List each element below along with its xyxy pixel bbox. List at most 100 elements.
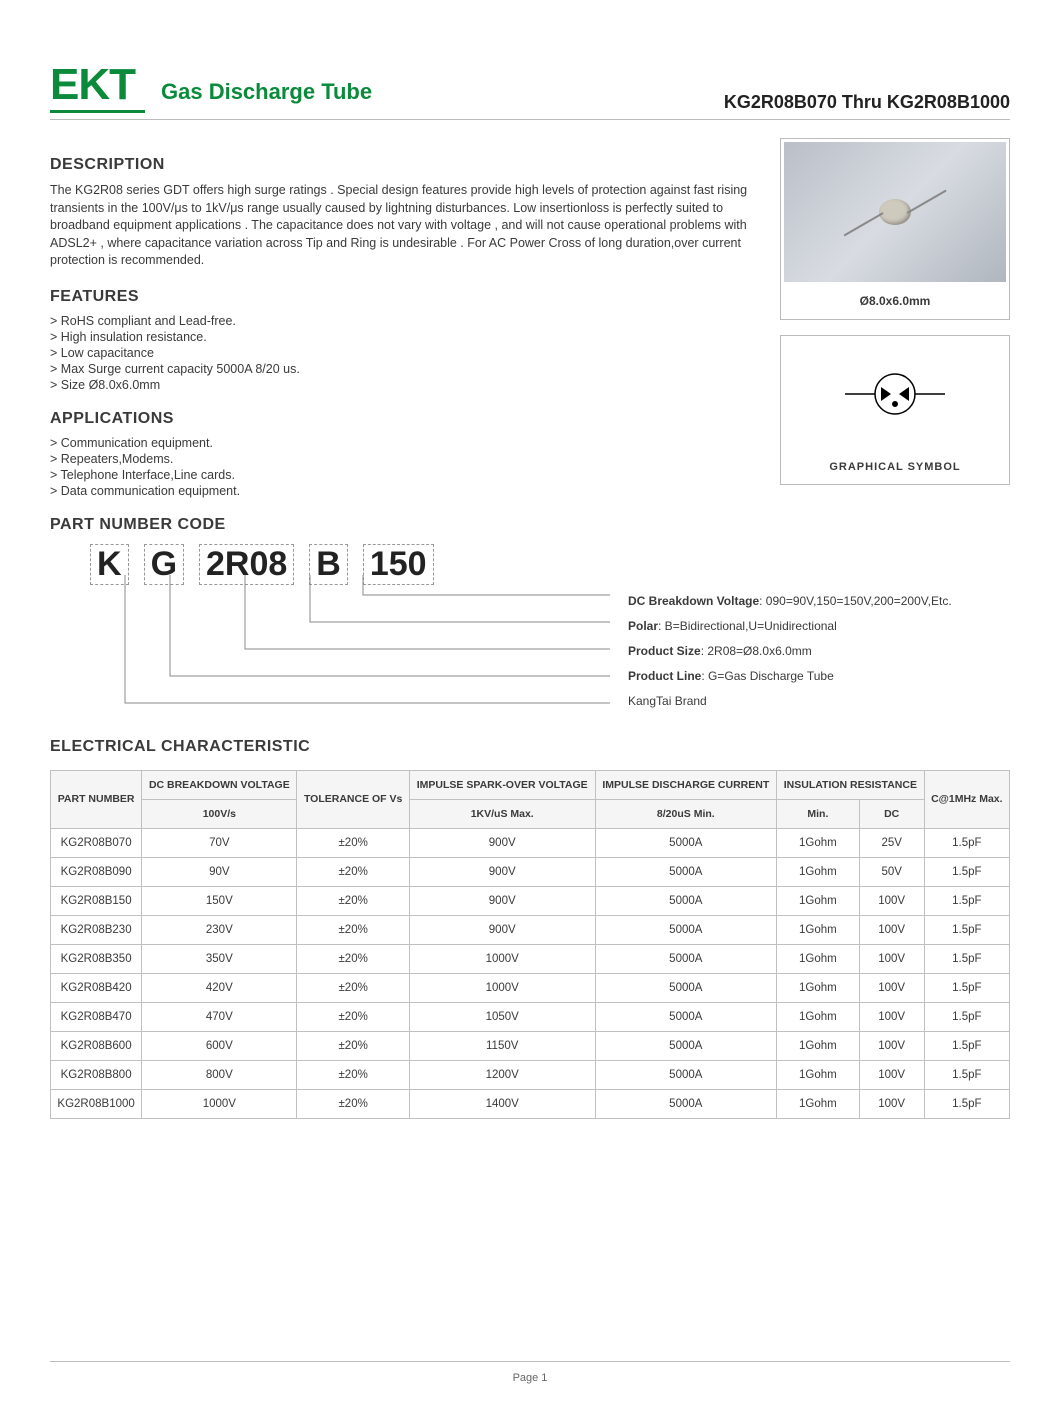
features-list: RoHS compliant and Lead-free. High insul… <box>50 314 758 392</box>
table-cell: ±20% <box>297 1002 409 1031</box>
table-cell: 100V <box>859 944 924 973</box>
table-cell: 1.5pF <box>924 857 1009 886</box>
table-cell: 5000A <box>595 886 777 915</box>
gdt-symbol-icon <box>845 369 945 419</box>
part-range: KG2R08B070 Thru KG2R08B1000 <box>724 92 1010 113</box>
electrical-table: PART NUMBER DC BREAKDOWN VOLTAGE TOLERAN… <box>50 770 1010 1119</box>
th: TOLERANCE OF Vs <box>297 770 409 828</box>
table-cell: 1050V <box>409 1002 595 1031</box>
list-item: Max Surge current capacity 5000A 8/20 us… <box>50 362 758 376</box>
table-row: KG2R08B10001000V±20%1400V5000A1Gohm100V1… <box>51 1089 1010 1118</box>
table-cell: 5000A <box>595 944 777 973</box>
table-cell: KG2R08B600 <box>51 1031 142 1060</box>
table-cell: 5000A <box>595 915 777 944</box>
table-cell: 1.5pF <box>924 1089 1009 1118</box>
table-cell: 1.5pF <box>924 915 1009 944</box>
description-text: The KG2R08 series GDT offers high surge … <box>50 182 758 270</box>
table-cell: 1150V <box>409 1031 595 1060</box>
table-cell: 900V <box>409 915 595 944</box>
th: Min. <box>777 799 860 828</box>
th: DC <box>859 799 924 828</box>
table-row: KG2R08B09090V±20%900V5000A1Gohm50V1.5pF <box>51 857 1010 886</box>
table-cell: ±20% <box>297 1089 409 1118</box>
list-item: Size Ø8.0x6.0mm <box>50 378 758 392</box>
table-cell: 1200V <box>409 1060 595 1089</box>
partcode-heading: PART NUMBER CODE <box>50 516 758 534</box>
table-cell: ±20% <box>297 1031 409 1060</box>
table-cell: KG2R08B090 <box>51 857 142 886</box>
connector-lines-icon <box>50 575 1010 735</box>
logo-title: EKT Gas Discharge Tube <box>50 60 372 113</box>
table-cell: 100V <box>859 1089 924 1118</box>
th: 100V/s <box>142 799 297 828</box>
table-cell: 1000V <box>142 1089 297 1118</box>
table-cell: 900V <box>409 857 595 886</box>
list-item: Communication equipment. <box>50 436 758 450</box>
th: 1KV/uS Max. <box>409 799 595 828</box>
table-cell: KG2R08B420 <box>51 973 142 1002</box>
table-cell: 230V <box>142 915 297 944</box>
applications-list: Communication equipment. Repeaters,Modem… <box>50 436 758 498</box>
gdt-component-icon <box>879 199 911 225</box>
brand-logo: EKT <box>50 60 145 113</box>
table-cell: 900V <box>409 828 595 857</box>
list-item: RoHS compliant and Lead-free. <box>50 314 758 328</box>
table-row: KG2R08B800800V±20%1200V5000A1Gohm100V1.5… <box>51 1060 1010 1089</box>
th: C@1MHz Max. <box>924 770 1009 828</box>
table-cell: 900V <box>409 886 595 915</box>
table-cell: 100V <box>859 1002 924 1031</box>
th: IMPULSE SPARK-OVER VOLTAGE <box>409 770 595 799</box>
table-cell: 350V <box>142 944 297 973</box>
features-heading: FEATURES <box>50 288 758 306</box>
symbol-image <box>784 339 1006 449</box>
table-cell: 1Gohm <box>777 1089 860 1118</box>
table-cell: ±20% <box>297 857 409 886</box>
table-cell: ±20% <box>297 973 409 1002</box>
table-cell: KG2R08B350 <box>51 944 142 973</box>
partcode-connectors: DC Breakdown Voltage: 090=90V,150=150V,2… <box>50 585 1010 708</box>
table-cell: 5000A <box>595 828 777 857</box>
table-cell: 1.5pF <box>924 1060 1009 1089</box>
table-cell: 1Gohm <box>777 857 860 886</box>
list-item: High insulation resistance. <box>50 330 758 344</box>
table-cell: 1Gohm <box>777 828 860 857</box>
table-cell: 600V <box>142 1031 297 1060</box>
table-cell: 25V <box>859 828 924 857</box>
table-cell: 100V <box>859 915 924 944</box>
table-cell: 5000A <box>595 1002 777 1031</box>
table-cell: 5000A <box>595 1060 777 1089</box>
dimension-label: Ø8.0x6.0mm <box>784 282 1006 316</box>
elec-heading: ELECTRICAL CHARACTERISTIC <box>50 738 1010 756</box>
table-cell: 1Gohm <box>777 944 860 973</box>
table-cell: 1.5pF <box>924 1002 1009 1031</box>
product-name: Gas Discharge Tube <box>161 79 372 105</box>
table-cell: 1.5pF <box>924 973 1009 1002</box>
table-cell: 800V <box>142 1060 297 1089</box>
table-cell: 1400V <box>409 1089 595 1118</box>
page-footer: Page 1 <box>50 1361 1010 1384</box>
table-cell: 1.5pF <box>924 886 1009 915</box>
table-cell: 100V <box>859 973 924 1002</box>
table-cell: 100V <box>859 1031 924 1060</box>
table-cell: 5000A <box>595 1089 777 1118</box>
table-row: KG2R08B470470V±20%1050V5000A1Gohm100V1.5… <box>51 1002 1010 1031</box>
table-row: KG2R08B230230V±20%900V5000A1Gohm100V1.5p… <box>51 915 1010 944</box>
table-row: KG2R08B350350V±20%1000V5000A1Gohm100V1.5… <box>51 944 1010 973</box>
table-cell: 1.5pF <box>924 828 1009 857</box>
table-header-row: PART NUMBER DC BREAKDOWN VOLTAGE TOLERAN… <box>51 770 1010 799</box>
table-cell: 470V <box>142 1002 297 1031</box>
table-row: KG2R08B420420V±20%1000V5000A1Gohm100V1.5… <box>51 973 1010 1002</box>
list-item: Telephone Interface,Line cards. <box>50 468 758 482</box>
table-cell: KG2R08B470 <box>51 1002 142 1031</box>
table-cell: KG2R08B230 <box>51 915 142 944</box>
description-heading: DESCRIPTION <box>50 156 758 174</box>
table-cell: KG2R08B150 <box>51 886 142 915</box>
th: PART NUMBER <box>51 770 142 828</box>
th: INSULATION RESISTANCE <box>777 770 925 799</box>
table-cell: 70V <box>142 828 297 857</box>
table-cell: KG2R08B800 <box>51 1060 142 1089</box>
table-cell: 50V <box>859 857 924 886</box>
table-cell: 5000A <box>595 857 777 886</box>
table-cell: ±20% <box>297 1060 409 1089</box>
table-cell: 1Gohm <box>777 886 860 915</box>
